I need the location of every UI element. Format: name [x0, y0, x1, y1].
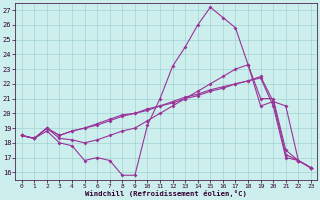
X-axis label: Windchill (Refroidissement éolien,°C): Windchill (Refroidissement éolien,°C) — [85, 190, 247, 197]
